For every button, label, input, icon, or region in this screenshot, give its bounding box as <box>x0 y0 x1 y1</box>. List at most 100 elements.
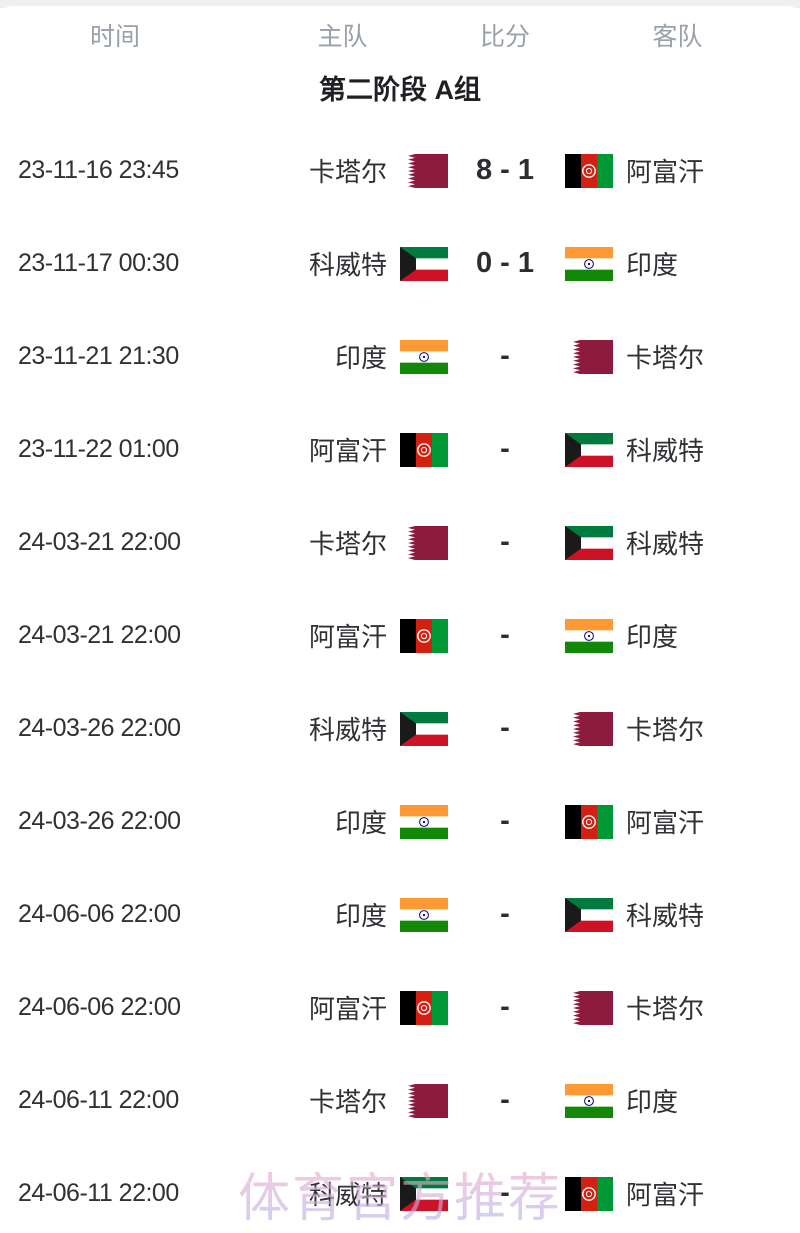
away-team-name: 阿富汗 <box>626 1180 705 1210</box>
top-strip <box>0 0 800 8</box>
match-row[interactable]: 24-06-11 22:00 卡塔尔 - 印度 <box>0 1054 800 1147</box>
afghanistan-flag-icon <box>400 990 448 1025</box>
match-time: 23-11-16 23:45 <box>18 156 179 184</box>
away-team-name: 卡塔尔 <box>626 715 705 745</box>
away-team-cell: 印度 <box>555 617 800 654</box>
india-flag-icon <box>400 804 448 839</box>
match-row[interactable]: 24-03-21 22:00 阿富汗 - 印度 <box>0 589 800 682</box>
away-team-name: 科威特 <box>626 436 705 466</box>
match-time: 23-11-17 00:30 <box>18 249 179 277</box>
match-score: - <box>500 898 510 930</box>
column-header-score: 比分 <box>479 23 530 51</box>
match-row[interactable]: 24-03-21 22:00 卡塔尔 - 科威特 <box>0 496 800 589</box>
away-team-name: 卡塔尔 <box>626 343 705 373</box>
away-team-name: 阿富汗 <box>626 808 705 838</box>
match-time: 23-11-21 21:30 <box>18 342 179 370</box>
match-time: 23-11-22 01:00 <box>18 435 179 463</box>
match-row[interactable]: 24-06-06 22:00 阿富汗 - 卡塔尔 <box>0 961 800 1054</box>
home-team-name: 印度 <box>334 343 387 373</box>
away-team-cell: 阿富汗 <box>555 803 800 840</box>
away-team-cell: 印度 <box>555 1082 800 1119</box>
away-team-cell: 科威特 <box>555 524 800 561</box>
home-team-name: 科威特 <box>308 715 387 745</box>
column-header-time: 时间 <box>89 23 140 51</box>
away-team-cell: 印度 <box>555 245 800 282</box>
qatar-flag-icon <box>565 711 613 746</box>
kuwait-flag-icon <box>565 525 613 560</box>
home-team-name: 阿富汗 <box>308 994 387 1024</box>
qatar-flag-icon <box>400 1083 448 1118</box>
away-team-cell: 阿富汗 <box>555 1175 800 1212</box>
match-time: 24-06-06 22:00 <box>18 900 181 928</box>
match-score: - <box>500 712 510 744</box>
qatar-flag-icon <box>565 339 613 374</box>
qatar-flag-icon <box>565 990 613 1025</box>
home-team-cell: 印度 <box>230 338 455 375</box>
match-schedule-card: 时间 主队 比分 客队 第二阶段 A组 23-11-16 23:45 卡塔尔 8… <box>0 6 800 1233</box>
home-team-name: 科威特 <box>308 250 387 280</box>
match-row[interactable]: 23-11-21 21:30 印度 - 卡塔尔 <box>0 310 800 403</box>
kuwait-flag-icon <box>400 246 448 281</box>
home-team-name: 印度 <box>334 901 387 931</box>
match-score: 8 - 1 <box>475 154 535 186</box>
match-row[interactable]: 24-06-11 22:00 科威特 - 阿富汗 <box>0 1147 800 1233</box>
match-score: - <box>500 1084 510 1116</box>
match-row[interactable]: 24-06-06 22:00 印度 - 科威特 <box>0 868 800 961</box>
match-time: 24-06-11 22:00 <box>18 1086 179 1114</box>
afghanistan-flag-icon <box>565 153 613 188</box>
home-team-cell: 阿富汗 <box>230 989 455 1026</box>
match-score: - <box>500 805 510 837</box>
india-flag-icon <box>565 246 613 281</box>
home-team-cell: 卡塔尔 <box>230 524 455 561</box>
away-team-name: 印度 <box>626 622 679 652</box>
match-row[interactable]: 24-03-26 22:00 科威特 - 卡塔尔 <box>0 682 800 775</box>
home-team-name: 卡塔尔 <box>308 529 387 559</box>
home-team-cell: 卡塔尔 <box>230 1082 455 1119</box>
away-team-name: 科威特 <box>626 529 705 559</box>
match-row[interactable]: 24-03-26 22:00 印度 - 阿富汗 <box>0 775 800 868</box>
away-team-cell: 科威特 <box>555 896 800 933</box>
home-team-cell: 卡塔尔 <box>230 152 455 189</box>
kuwait-flag-icon <box>565 897 613 932</box>
india-flag-icon <box>565 1083 613 1118</box>
match-time: 24-03-26 22:00 <box>18 807 181 835</box>
match-score: - <box>500 526 510 558</box>
match-row[interactable]: 23-11-22 01:00 阿富汗 - 科威特 <box>0 403 800 496</box>
match-score: - <box>500 991 510 1023</box>
match-time: 24-03-21 22:00 <box>18 528 181 556</box>
qatar-flag-icon <box>400 525 448 560</box>
home-team-name: 科威特 <box>308 1180 387 1210</box>
india-flag-icon <box>565 618 613 653</box>
match-score: - <box>500 619 510 651</box>
match-score: - <box>500 433 510 465</box>
home-team-cell: 科威特 <box>230 245 455 282</box>
match-score: 0 - 1 <box>475 247 535 279</box>
away-team-name: 科威特 <box>626 901 705 931</box>
match-row[interactable]: 23-11-17 00:30 科威特 0 - 1 印度 <box>0 217 800 310</box>
match-score: - <box>500 1177 510 1209</box>
match-time: 24-06-11 22:00 <box>18 1179 179 1207</box>
column-header-home: 主队 <box>317 23 368 51</box>
away-team-cell: 科威特 <box>555 431 800 468</box>
away-team-name: 印度 <box>626 1087 679 1117</box>
away-team-name: 印度 <box>626 250 679 280</box>
home-team-name: 卡塔尔 <box>308 157 387 187</box>
home-team-cell: 阿富汗 <box>230 431 455 468</box>
match-row[interactable]: 23-11-16 23:45 卡塔尔 8 - 1 阿富汗 <box>0 124 800 217</box>
away-team-cell: 卡塔尔 <box>555 338 800 375</box>
kuwait-flag-icon <box>565 432 613 467</box>
home-team-cell: 印度 <box>230 803 455 840</box>
home-team-cell: 阿富汗 <box>230 617 455 654</box>
qatar-flag-icon <box>400 153 448 188</box>
group-stage-title: 第二阶段 A组 <box>319 74 481 105</box>
match-time: 24-03-21 22:00 <box>18 621 181 649</box>
home-team-name: 印度 <box>334 808 387 838</box>
afghanistan-flag-icon <box>565 804 613 839</box>
kuwait-flag-icon <box>400 1176 448 1211</box>
away-team-cell: 卡塔尔 <box>555 710 800 747</box>
away-team-name: 阿富汗 <box>626 157 705 187</box>
away-team-cell: 阿富汗 <box>555 152 800 189</box>
afghanistan-flag-icon <box>565 1176 613 1211</box>
home-team-name: 阿富汗 <box>308 622 387 652</box>
kuwait-flag-icon <box>400 711 448 746</box>
